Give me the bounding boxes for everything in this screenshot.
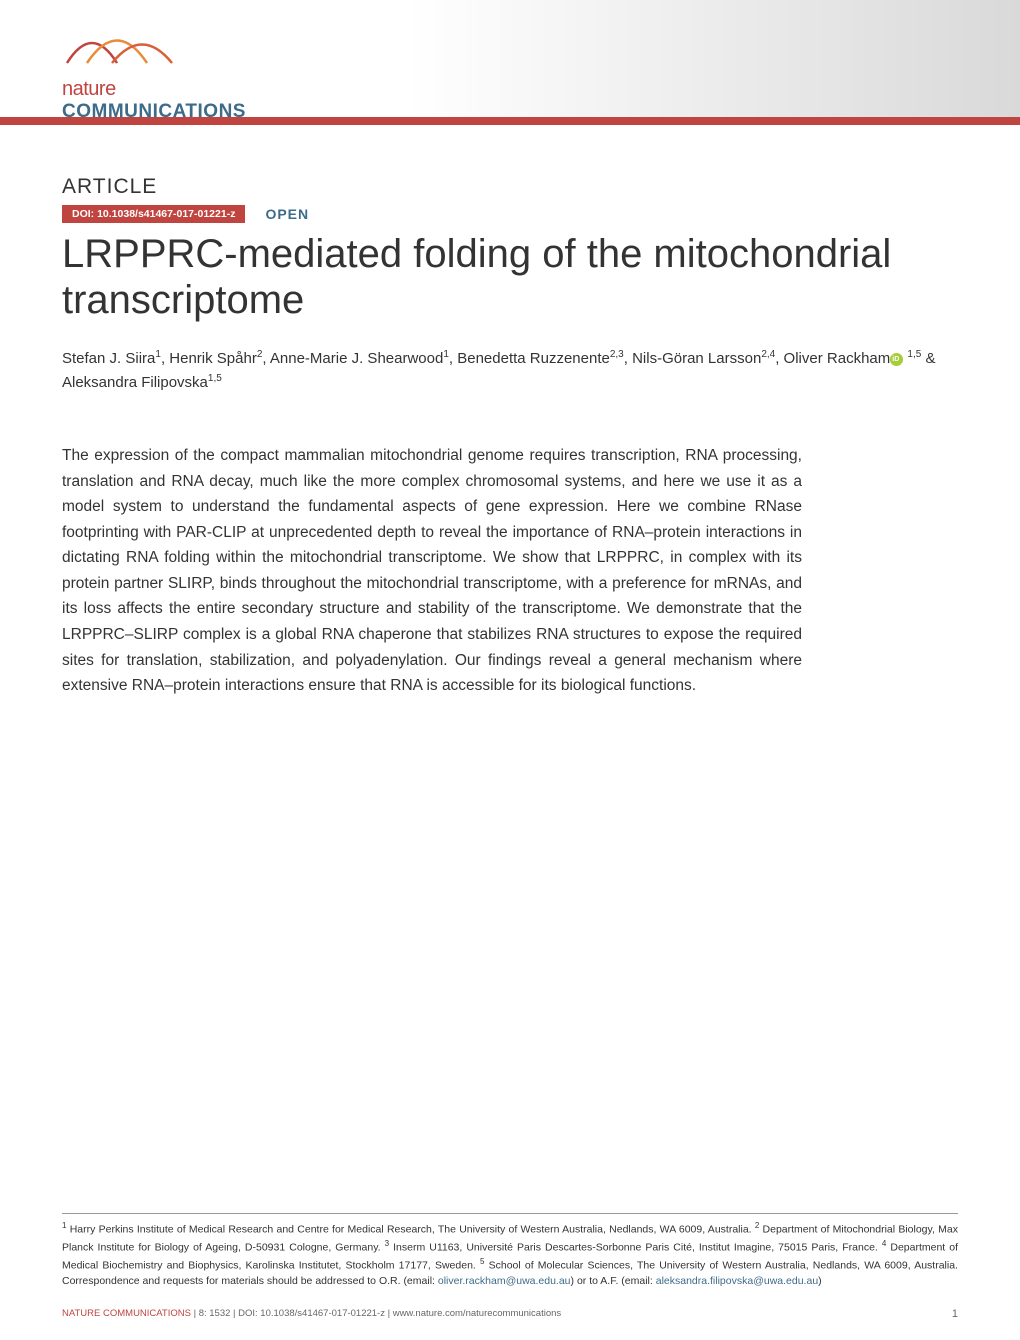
open-access-label: OPEN (265, 206, 309, 222)
journal-logo: nature COMMUNICATIONS (62, 18, 246, 123)
footer-citation-text: | 8: 1532 | DOI: 10.1038/s41467-017-0122… (194, 1308, 562, 1319)
journal-header-band: nature COMMUNICATIONS (0, 0, 1020, 125)
logo-swoosh-icon (62, 18, 192, 73)
footer-journal-name: NATURE COMMUNICATIONS (62, 1308, 191, 1319)
logo-text-communications: COMMUNICATIONS (62, 101, 246, 123)
doi-row: DOI: 10.1038/s41467-017-01221-z OPEN (62, 205, 958, 223)
article-type-label: ARTICLE (62, 175, 958, 199)
logo-text-nature: nature (62, 78, 246, 101)
footer-citation: NATURE COMMUNICATIONS | 8: 1532 | DOI: 1… (62, 1308, 561, 1320)
article-content: ARTICLE DOI: 10.1038/s41467-017-01221-z … (0, 125, 1020, 699)
abstract-text: The expression of the compact mammalian … (62, 443, 802, 699)
affiliations-block: 1 Harry Perkins Institute of Medical Res… (62, 1213, 958, 1291)
page-footer: NATURE COMMUNICATIONS | 8: 1532 | DOI: 1… (62, 1308, 958, 1320)
author-list: Stefan J. Siira1, Henrik Spåhr2, Anne-Ma… (62, 347, 958, 395)
doi-badge: DOI: 10.1038/s41467-017-01221-z (62, 205, 245, 223)
article-title: LRPPRC-mediated folding of the mitochond… (62, 231, 958, 323)
page-number: 1 (952, 1308, 958, 1320)
orcid-icon (890, 353, 903, 366)
